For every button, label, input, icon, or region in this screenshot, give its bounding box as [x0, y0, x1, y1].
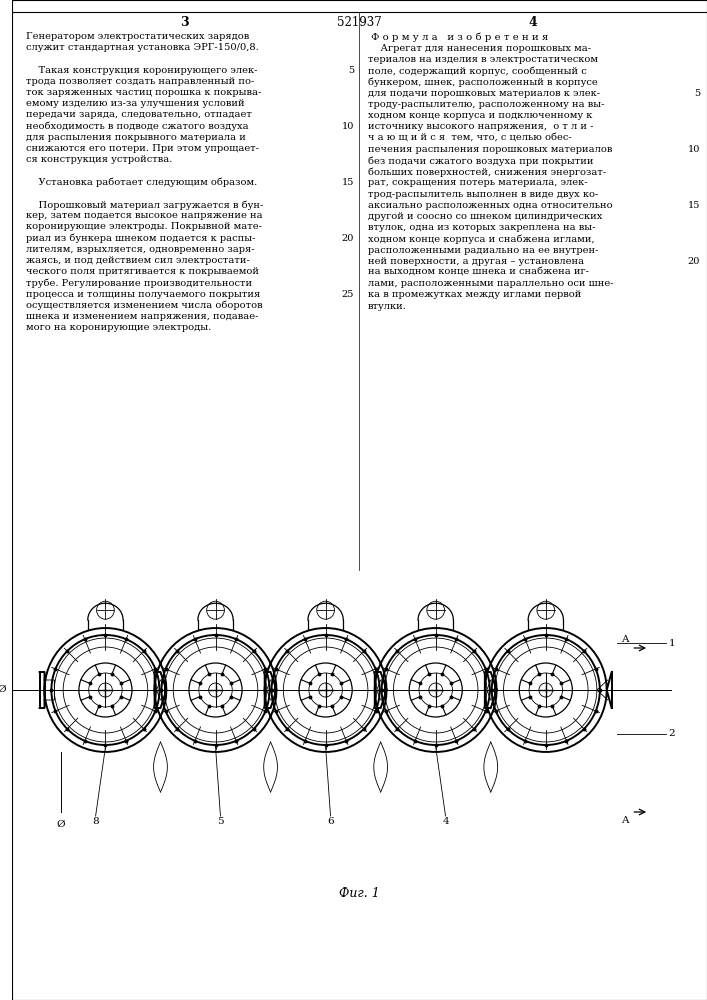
- Text: A: A: [621, 635, 629, 644]
- Text: другой и соосно со шнеком цилиндрических: другой и соосно со шнеком цилиндрических: [368, 212, 602, 221]
- Text: троду-распылителю, расположенному на вы-: троду-распылителю, расположенному на вы-: [368, 100, 604, 109]
- Text: 15: 15: [688, 201, 700, 210]
- Text: Агрегат для нанесения порошковых ма-: Агрегат для нанесения порошковых ма-: [368, 44, 591, 53]
- Text: ч а ю щ и й с я  тем, что, с целью обес-: ч а ю щ и й с я тем, что, с целью обес-: [368, 134, 572, 143]
- Text: Генератором электростатических зарядов: Генератором электростатических зарядов: [26, 32, 249, 41]
- Text: бункером, шнек, расположенный в корпусе: бункером, шнек, расположенный в корпусе: [368, 78, 597, 87]
- Text: служит стандартная установка ЭРГ-150/0,8.: служит стандартная установка ЭРГ-150/0,8…: [26, 43, 259, 52]
- Text: 20: 20: [688, 257, 700, 266]
- Text: лителям, взрыхляется, одновременно заря-: лителям, взрыхляется, одновременно заря-: [26, 245, 255, 254]
- Text: необходимость в подводе сжатого воздуха: необходимость в подводе сжатого воздуха: [26, 122, 248, 131]
- Text: трод-распылитель выполнен в виде двух ко-: трод-распылитель выполнен в виде двух ко…: [368, 190, 598, 199]
- Text: процесса и толщины получаемого покрытия: процесса и толщины получаемого покрытия: [26, 290, 260, 299]
- Text: лами, расположенными параллельно оси шне-: лами, расположенными параллельно оси шне…: [368, 279, 614, 288]
- Text: на выходном конце шнека и снабжена иг-: на выходном конце шнека и снабжена иг-: [368, 268, 589, 277]
- Text: поле, содержащий корпус, сообщенный с: поле, содержащий корпус, сообщенный с: [368, 66, 587, 76]
- Text: A: A: [621, 816, 629, 825]
- Text: снижаются его потери. При этом упрощает-: снижаются его потери. При этом упрощает-: [26, 144, 259, 153]
- Text: источнику высокого напряжения,  о т л и -: источнику высокого напряжения, о т л и -: [368, 122, 593, 131]
- Text: для подачи порошковых материалов к элек-: для подачи порошковых материалов к элек-: [368, 89, 600, 98]
- Text: трода позволяет создать направленный по-: трода позволяет создать направленный по-: [26, 77, 255, 86]
- Text: жаясь, и под действием сил электростати-: жаясь, и под действием сил электростати-: [26, 256, 250, 265]
- Text: рат, сокращения потерь материала, элек-: рат, сокращения потерь материала, элек-: [368, 178, 588, 187]
- Text: передачи заряда, следовательно, отпадает: передачи заряда, следовательно, отпадает: [26, 110, 252, 119]
- Text: 521937: 521937: [337, 16, 381, 29]
- Text: ходном конце корпуса и подключенному к: ходном конце корпуса и подключенному к: [368, 111, 592, 120]
- Text: 10: 10: [341, 122, 354, 131]
- Text: териалов на изделия в электростатическом: териалов на изделия в электростатическом: [368, 55, 598, 64]
- Text: Фиг. 1: Фиг. 1: [339, 887, 380, 900]
- Text: без подачи сжатого воздуха при покрытии: без подачи сжатого воздуха при покрытии: [368, 156, 593, 165]
- Text: ся конструкция устройства.: ся конструкция устройства.: [26, 155, 173, 164]
- Text: 5: 5: [217, 817, 223, 826]
- Text: риал из бункера шнеком подается к распы-: риал из бункера шнеком подается к распы-: [26, 234, 255, 243]
- Text: шнека и изменением напряжения, подавае-: шнека и изменением напряжения, подавае-: [26, 312, 258, 321]
- Text: 20: 20: [341, 234, 354, 243]
- Text: втулок, одна из которых закреплена на вы-: втулок, одна из которых закреплена на вы…: [368, 223, 595, 232]
- Text: 5: 5: [694, 89, 700, 98]
- Text: 3: 3: [180, 16, 188, 29]
- Text: 4: 4: [442, 817, 449, 826]
- Text: печения распыления порошковых материалов: печения распыления порошковых материалов: [368, 145, 612, 154]
- Text: ней поверхности, а другая – установлена: ней поверхности, а другая – установлена: [368, 257, 584, 266]
- Text: мого на коронирующие электроды.: мого на коронирующие электроды.: [26, 323, 211, 332]
- Text: ходном конце корпуса и снабжена иглами,: ходном конце корпуса и снабжена иглами,: [368, 234, 595, 244]
- Text: Ф о р м у л а   и з о б р е т е н и я: Ф о р м у л а и з о б р е т е н и я: [371, 32, 548, 41]
- Text: Ø: Ø: [0, 684, 6, 694]
- Text: трубе. Регулирование производительности: трубе. Регулирование производительности: [26, 278, 252, 288]
- Text: Порошковый материал загружается в бун-: Порошковый материал загружается в бун-: [26, 200, 263, 210]
- Text: для распыления покрывного материала и: для распыления покрывного материала и: [26, 133, 246, 142]
- Text: Такая конструкция коронирующего элек-: Такая конструкция коронирующего элек-: [26, 66, 257, 75]
- Text: осуществляется изменением числа оборотов: осуществляется изменением числа оборотов: [26, 301, 262, 310]
- Text: аксиально расположенных одна относительно: аксиально расположенных одна относительн…: [368, 201, 612, 210]
- Text: Установка работает следующим образом.: Установка работает следующим образом.: [26, 178, 257, 187]
- Text: 25: 25: [341, 290, 354, 299]
- Text: втулки.: втулки.: [368, 302, 407, 311]
- Text: коронирующие электроды. Покрывной мате-: коронирующие электроды. Покрывной мате-: [26, 222, 262, 231]
- Text: 15: 15: [341, 178, 354, 187]
- Text: 5: 5: [348, 66, 354, 75]
- Text: 10: 10: [688, 145, 700, 154]
- Text: ка в промежутках между иглами первой: ка в промежутках между иглами первой: [368, 290, 581, 299]
- Text: расположенными радиально на ее внутрен-: расположенными радиально на ее внутрен-: [368, 246, 598, 255]
- Text: 1: 1: [669, 639, 675, 648]
- Text: Ø: Ø: [57, 820, 66, 829]
- Text: 6: 6: [327, 817, 334, 826]
- Text: ческого поля притягивается к покрываемой: ческого поля притягивается к покрываемой: [26, 267, 259, 276]
- Text: емому изделию из-за улучшения условий: емому изделию из-за улучшения условий: [26, 99, 245, 108]
- Text: 8: 8: [93, 817, 99, 826]
- Text: больших поверхностей, снижения энергозат-: больших поверхностей, снижения энергозат…: [368, 167, 606, 177]
- Text: 2: 2: [669, 730, 675, 738]
- Text: 4: 4: [529, 16, 537, 29]
- Text: ток заряженных частиц порошка к покрыва-: ток заряженных частиц порошка к покрыва-: [26, 88, 261, 97]
- Text: кер, затем подается высокое напряжение на: кер, затем подается высокое напряжение н…: [26, 211, 262, 220]
